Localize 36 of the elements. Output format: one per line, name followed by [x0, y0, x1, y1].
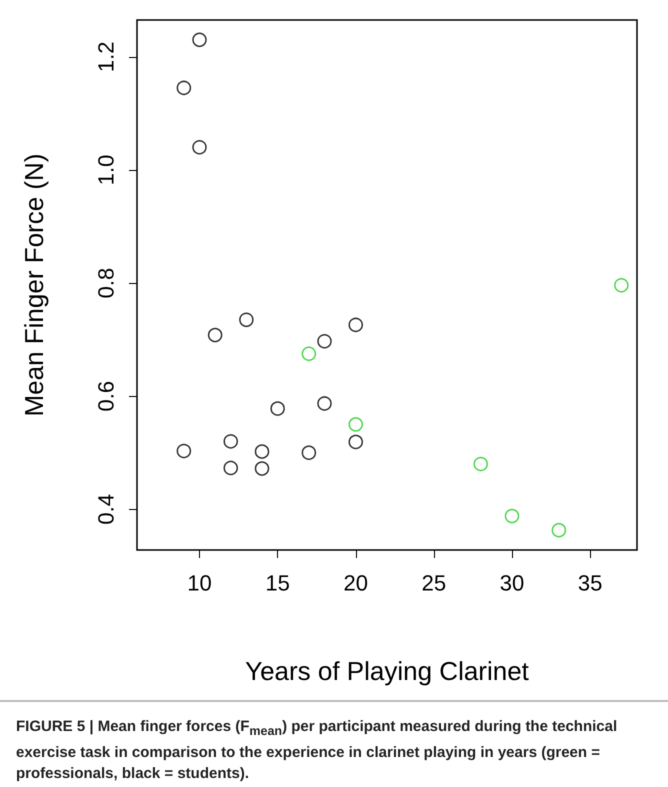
point [317, 396, 332, 411]
point [208, 328, 222, 342]
y-tick-label: 0.6 [94, 380, 118, 412]
point [239, 312, 254, 328]
point [552, 522, 566, 538]
y-axis-title: Mean Finger Force (N) [19, 154, 49, 416]
x-tick-label: 10 [187, 570, 212, 596]
point [474, 456, 488, 472]
x-tick-label: 15 [265, 570, 290, 596]
caption: FIGURE 5 | Mean finger forces (F$_{mean}$) per participant measured during the technical exercise task in comparison to the experience in clarinet playing in years (green = professionals, black = students). [0, 700, 668, 784]
point [224, 460, 238, 476]
point [254, 461, 270, 476]
point [348, 417, 363, 432]
point [192, 140, 207, 155]
point [614, 278, 629, 293]
point [302, 445, 316, 460]
point [192, 32, 207, 48]
point [302, 346, 316, 361]
x-axis-title: Years of Playing Clarinet [245, 656, 530, 686]
y-tick-label: 0.8 [94, 268, 118, 298]
x-tick-label: 25 [422, 570, 446, 596]
point [176, 444, 192, 458]
x-tick-label: 35 [578, 570, 602, 596]
point [348, 318, 363, 332]
point [317, 334, 332, 349]
y-tick-label: 0.4 [94, 494, 118, 525]
point [224, 434, 238, 449]
y-tick-label: 1.2 [94, 41, 118, 72]
point [504, 508, 520, 524]
point [254, 444, 270, 459]
point [176, 80, 192, 96]
x-tick-label: 20 [344, 570, 368, 596]
x-tick-label: 30 [500, 570, 524, 596]
y-tick-label: 1.0 [94, 154, 118, 186]
point [348, 434, 363, 450]
point [270, 401, 285, 416]
